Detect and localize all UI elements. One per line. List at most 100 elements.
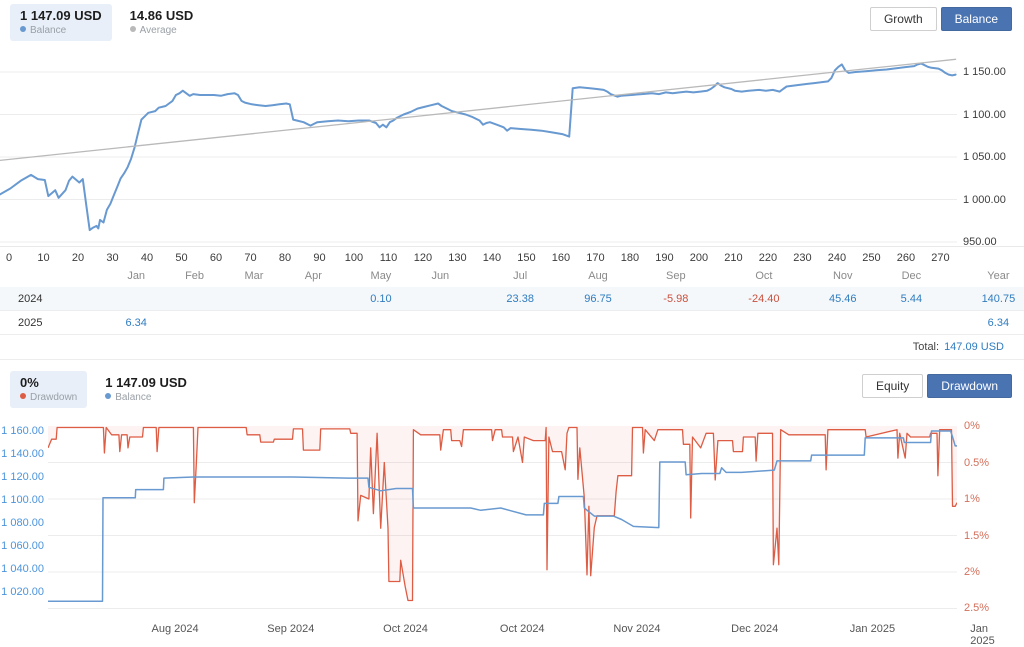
drawdown-chart-area: 1 160.00 1 140.00 1 120.00 1 100.00 1 080.00… — [0, 418, 1024, 614]
month-label: May — [370, 270, 392, 282]
right-axis-label: 0.5% — [964, 456, 990, 469]
left-axis-label: 1 020.00 — [1, 585, 44, 598]
month-label: Feb — [185, 270, 205, 282]
x-tick-label: 180 — [620, 252, 640, 264]
average-legend-chip[interactable]: 14.86 USD Average — [120, 4, 204, 41]
x-tick-label: 50 — [175, 252, 188, 264]
x-tick-label: 210 — [724, 252, 743, 264]
drawdown-fill — [48, 426, 957, 601]
left-axis-label: 1 040.00 — [1, 562, 44, 575]
month-label: Mar — [244, 270, 264, 282]
drawdown-dot-icon — [20, 393, 26, 399]
profit-cell: 6.34 — [987, 316, 1010, 329]
balance-line — [48, 430, 957, 602]
balance-value: 1 147.09 USD — [20, 8, 102, 23]
right-axis-label: 1.5% — [964, 529, 990, 542]
month-label: Aug — [588, 270, 608, 282]
x-tick-label: 250 — [862, 252, 881, 264]
month-label: Jun — [431, 270, 450, 282]
balance-dot-icon — [20, 26, 26, 32]
month-label: Dec — [901, 270, 922, 282]
y-axis-label: 1 100.00 — [963, 108, 1006, 121]
balance-value-bottom: 1 147.09 USD — [105, 375, 187, 390]
drawdown-section-header: 0% Drawdown 1 147.09 USD Balance Equity … — [10, 371, 1012, 408]
profit-cell: 45.46 — [828, 292, 857, 305]
total-label: Total: — [912, 341, 940, 353]
left-axis-label: 1 120.00 — [1, 470, 44, 483]
date-label: Sep 2024 — [267, 623, 315, 635]
date-label: Jan 2025 — [849, 623, 896, 635]
x-tick-label: 100 — [344, 252, 364, 264]
balance-label: Balance — [30, 25, 67, 36]
month-label: Oct — [755, 270, 773, 282]
x-tick-label: 230 — [793, 252, 812, 264]
growth-chart-x-axis: 0 10 20 30 40 50 60 70 80 90 100 110 120 130 140 150 160… — [0, 246, 1024, 287]
balance-legend-chip[interactable]: 1 147.09 USD Balance — [10, 4, 112, 41]
date-label: Aug 2024 — [151, 623, 199, 635]
x-tick-label: 260 — [896, 252, 916, 264]
x-tick-label: 270 — [931, 252, 950, 264]
right-axis-label: 1% — [964, 493, 980, 506]
balance-button[interactable]: Balance — [940, 7, 1012, 31]
total-value: 147.09 USD — [944, 341, 1004, 353]
monthly-profit-table: 2024 0.10 23.38 96.75 -5.98 -24.40 45.46 5.44 14… — [0, 287, 1024, 360]
growth-button[interactable]: Growth — [869, 7, 937, 31]
total-row: Total: 147.09 USD — [0, 335, 1024, 360]
month-label: Apr — [304, 270, 322, 282]
profit-cell: 5.44 — [900, 292, 923, 305]
year-row-2025: 2025 6.34 6.34 — [0, 311, 1024, 335]
x-tick-label: 160 — [551, 252, 571, 264]
right-axis-label: 2% — [964, 566, 980, 578]
date-label: Dec 2024 — [731, 623, 779, 635]
month-label: Year — [987, 270, 1010, 282]
drawdown-chart-x-axis: Aug 2024 Sep 2024 Oct 2024 Oct 2024 Nov 2024… — [0, 620, 1024, 647]
drawdown-label: Drawdown — [30, 392, 78, 403]
left-axis-label: 1 160.00 — [1, 424, 44, 437]
date-label: Nov 2024 — [613, 623, 661, 635]
y-axis-label: 950.00 — [963, 236, 997, 249]
left-axis-label: 1 140.00 — [1, 447, 44, 460]
drawdown-legend-chip[interactable]: 0% Drawdown — [10, 371, 88, 408]
average-dot-icon — [129, 26, 136, 32]
x-tick-label: 140 — [482, 252, 502, 264]
x-tick-label: 120 — [413, 252, 433, 264]
equity-button[interactable]: Equity — [861, 374, 924, 398]
y-axis-label: 1 150.00 — [963, 66, 1006, 79]
x-tick-label: 20 — [71, 252, 85, 264]
left-axis-label: 1 080.00 — [1, 516, 44, 529]
x-tick-label: 40 — [140, 252, 154, 264]
x-tick-label: 70 — [244, 252, 257, 264]
average-label: Average — [139, 25, 177, 36]
year-label: 2024 — [18, 292, 43, 305]
balance-growth-chart[interactable] — [0, 45, 957, 245]
x-tick-label: 110 — [379, 252, 398, 264]
profit-cell: 96.75 — [584, 292, 612, 305]
left-axis-label: 1 100.00 — [1, 493, 44, 506]
drawdown-chart[interactable] — [48, 418, 957, 612]
x-tick-label: 60 — [209, 252, 223, 264]
drawdown-value: 0% — [20, 375, 39, 390]
x-tick-label: 220 — [758, 252, 778, 264]
profit-cell: -24.40 — [748, 292, 780, 305]
balance-label-bottom: Balance — [115, 392, 152, 403]
x-tick-label: 90 — [313, 252, 326, 264]
y-axis-label: 1 000.00 — [963, 193, 1006, 206]
profit-cell: -5.98 — [663, 292, 689, 305]
x-tick-label: 150 — [517, 252, 536, 264]
right-axis-label: 0% — [964, 420, 980, 433]
left-axis-label: 1 060.00 — [1, 539, 44, 552]
drawdown-button[interactable]: Drawdown — [927, 374, 1012, 398]
date-label: Jan 2025 — [970, 623, 995, 647]
year-row-2024: 2024 0.10 23.38 96.75 -5.98 -24.40 45.46 5.44 14… — [0, 287, 1024, 311]
balance-line — [0, 62, 957, 232]
x-tick-label: 130 — [448, 252, 467, 264]
month-label: Jan — [127, 270, 146, 282]
balance-legend-chip-bottom[interactable]: 1 147.09 USD Balance — [95, 371, 197, 408]
equity-drawdown-toggle: Equity Drawdown — [861, 371, 1012, 398]
average-value: 14.86 USD — [129, 8, 194, 23]
profit-cell: 6.34 — [125, 316, 147, 329]
x-tick-label: 190 — [655, 252, 674, 264]
x-tick-label: 200 — [689, 252, 709, 264]
date-label: Oct 2024 — [499, 623, 545, 635]
profit-cell: 23.38 — [506, 292, 534, 305]
